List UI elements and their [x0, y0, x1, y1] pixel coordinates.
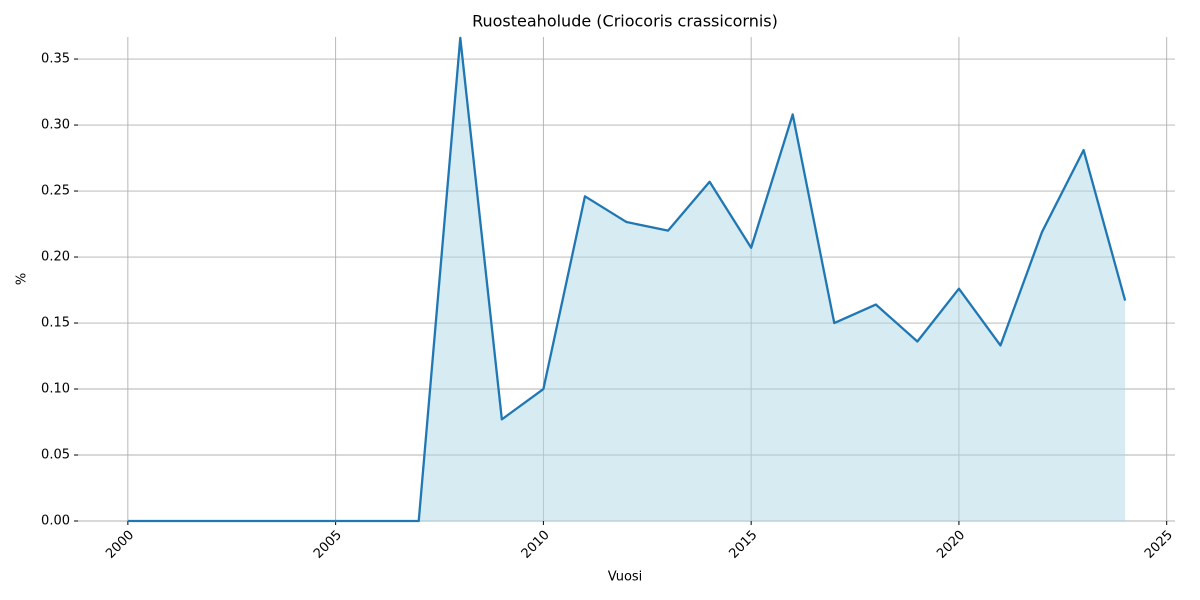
x-tick-label: 2010	[519, 528, 553, 562]
y-tick-label: 0.25	[41, 184, 70, 199]
x-tick-label: 2000	[103, 528, 137, 562]
chart-title: Ruosteaholude (Criocoris crassicornis)	[472, 12, 778, 31]
x-tick-label: 2025	[1142, 528, 1176, 562]
y-tick-label: 0.35	[41, 52, 70, 67]
area	[127, 37, 1126, 521]
y-tick-label: 0.10	[41, 382, 70, 397]
y-tick-label: 0.20	[41, 250, 70, 265]
x-axis-label: Vuosi	[608, 570, 643, 585]
y-tick-label: 0.15	[41, 316, 70, 331]
y-axis-label: %	[15, 273, 30, 285]
y-tick-label: 0.00	[41, 514, 70, 529]
y-tick-label: 0.30	[41, 118, 70, 133]
y-tick-label: 0.05	[41, 448, 70, 463]
x-tick-label: 2020	[934, 528, 968, 562]
line	[127, 36, 1127, 523]
x-tick-label: 2015	[726, 528, 760, 562]
x-tick-label: 2005	[311, 528, 345, 562]
